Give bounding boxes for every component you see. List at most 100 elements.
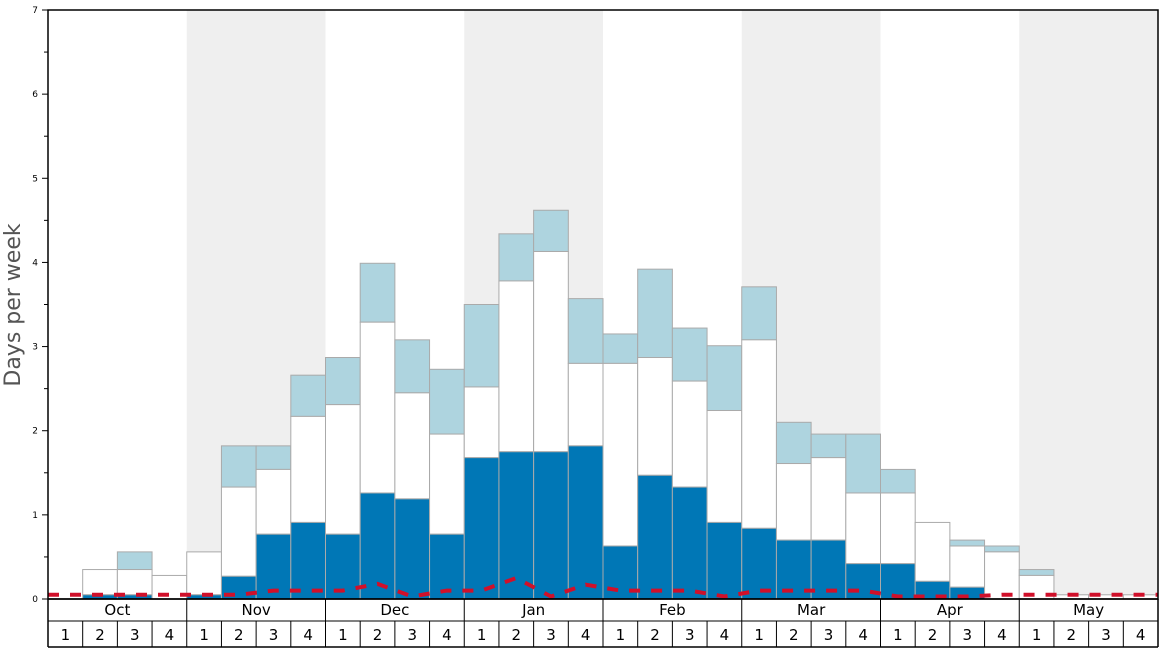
bar-middle <box>671 380 708 488</box>
week-label: 2 <box>512 626 522 644</box>
bar-top <box>533 209 569 252</box>
bar-top <box>984 545 1020 553</box>
bar-middle <box>116 569 153 596</box>
bar-middle <box>984 551 1020 600</box>
week-label: 2 <box>650 626 660 644</box>
week-label: 3 <box>685 626 695 644</box>
y-tick-label: 7 <box>32 6 38 16</box>
month-label-dec: Dec <box>380 601 409 619</box>
bar-bottom <box>637 474 673 600</box>
bar-middle <box>949 545 986 588</box>
bar-middle <box>914 521 951 582</box>
bar-bottom <box>706 521 743 600</box>
month-label-jan: Jan <box>521 601 545 619</box>
bar-middle <box>637 357 673 476</box>
week-label: 1 <box>61 626 71 644</box>
bar-top <box>741 286 777 341</box>
week-label: 1 <box>754 626 764 644</box>
week-label: 4 <box>442 626 452 644</box>
bar-middle <box>394 392 431 500</box>
bar-top <box>567 298 604 364</box>
week-label: 3 <box>269 626 279 644</box>
y-tick-label: 2 <box>32 427 38 437</box>
bar-top <box>810 433 847 459</box>
week-label: 3 <box>824 626 834 644</box>
week-label: 2 <box>95 626 105 644</box>
week-label: 2 <box>789 626 799 644</box>
bar-middle <box>498 280 535 453</box>
bar-top <box>255 445 292 470</box>
bar-top <box>706 345 743 412</box>
bar-bottom <box>325 533 361 600</box>
bar-top <box>429 368 465 435</box>
bar-middle <box>186 551 222 596</box>
trend-line <box>48 575 1158 599</box>
week-label: 4 <box>581 626 591 644</box>
y-axis-label: Days per week <box>1 223 26 386</box>
bar-bottom <box>255 533 292 600</box>
bar-top <box>637 268 673 359</box>
trend-line-path <box>48 575 1158 599</box>
y-tick-label: 1 <box>32 511 38 521</box>
bar-bottom <box>498 451 535 600</box>
bar-middle <box>567 362 604 447</box>
week-label: 1 <box>477 626 487 644</box>
week-label: 3 <box>407 626 417 644</box>
week-label: 1 <box>893 626 903 644</box>
week-label: 4 <box>720 626 730 644</box>
week-label: 4 <box>858 626 868 644</box>
bar-middle <box>429 433 465 535</box>
x-axis: Oct Nov Dec Jan Feb Mar Apr May 1 2 3 4 1 2 3 4 1 2 3 4 1 2 3 4… <box>47 598 1159 648</box>
month-band-may <box>1019 10 1158 599</box>
bar-top <box>949 539 986 547</box>
bar-middle <box>220 486 257 577</box>
bar-middle <box>290 415 326 523</box>
y-tick-label: 0 <box>32 595 38 605</box>
bar-bottom <box>290 521 326 600</box>
bar-top <box>845 433 881 494</box>
month-label-may: May <box>1073 601 1104 619</box>
bar-middle <box>810 457 847 541</box>
bar-bottom <box>533 451 569 600</box>
bar-middle <box>706 410 743 523</box>
bar-top <box>290 374 326 417</box>
week-label: 2 <box>1067 626 1077 644</box>
y-tick-label: 5 <box>32 174 38 184</box>
bar-top <box>1018 569 1055 576</box>
week-label: 3 <box>130 626 140 644</box>
bar-middle <box>255 468 292 535</box>
week-label: 3 <box>962 626 972 644</box>
bar-middle <box>741 339 777 529</box>
bar-middle <box>82 569 118 596</box>
bar-middle <box>359 321 396 494</box>
month-label-apr: Apr <box>937 601 964 619</box>
bar-bottom <box>567 445 604 600</box>
bars <box>82 209 1159 600</box>
week-label: 2 <box>373 626 383 644</box>
month-label-feb: Feb <box>659 601 686 619</box>
week-label: 4 <box>165 626 175 644</box>
bar-bottom <box>359 492 396 600</box>
week-label: 4 <box>1136 626 1146 644</box>
week-label: 3 <box>1101 626 1111 644</box>
bar-top <box>394 339 431 394</box>
month-label-nov: Nov <box>241 601 270 619</box>
week-label: 3 <box>546 626 556 644</box>
bar-middle <box>775 463 812 541</box>
bar-top <box>463 304 500 388</box>
week-label: 1 <box>199 626 209 644</box>
week-label: 1 <box>616 626 626 644</box>
month-label-mar: Mar <box>797 601 826 619</box>
bar-bottom <box>671 486 708 600</box>
bar-top <box>220 445 257 488</box>
week-label: 4 <box>997 626 1007 644</box>
bar-middle <box>533 250 569 453</box>
y-axis: 0 1 2 3 4 5 6 7 <box>32 6 48 605</box>
bar-middle <box>463 386 500 459</box>
y-tick-label: 3 <box>32 343 38 353</box>
bar-top <box>359 262 396 323</box>
bar-bottom <box>463 457 500 600</box>
bar-top <box>775 421 812 465</box>
bar-middle <box>602 362 639 547</box>
